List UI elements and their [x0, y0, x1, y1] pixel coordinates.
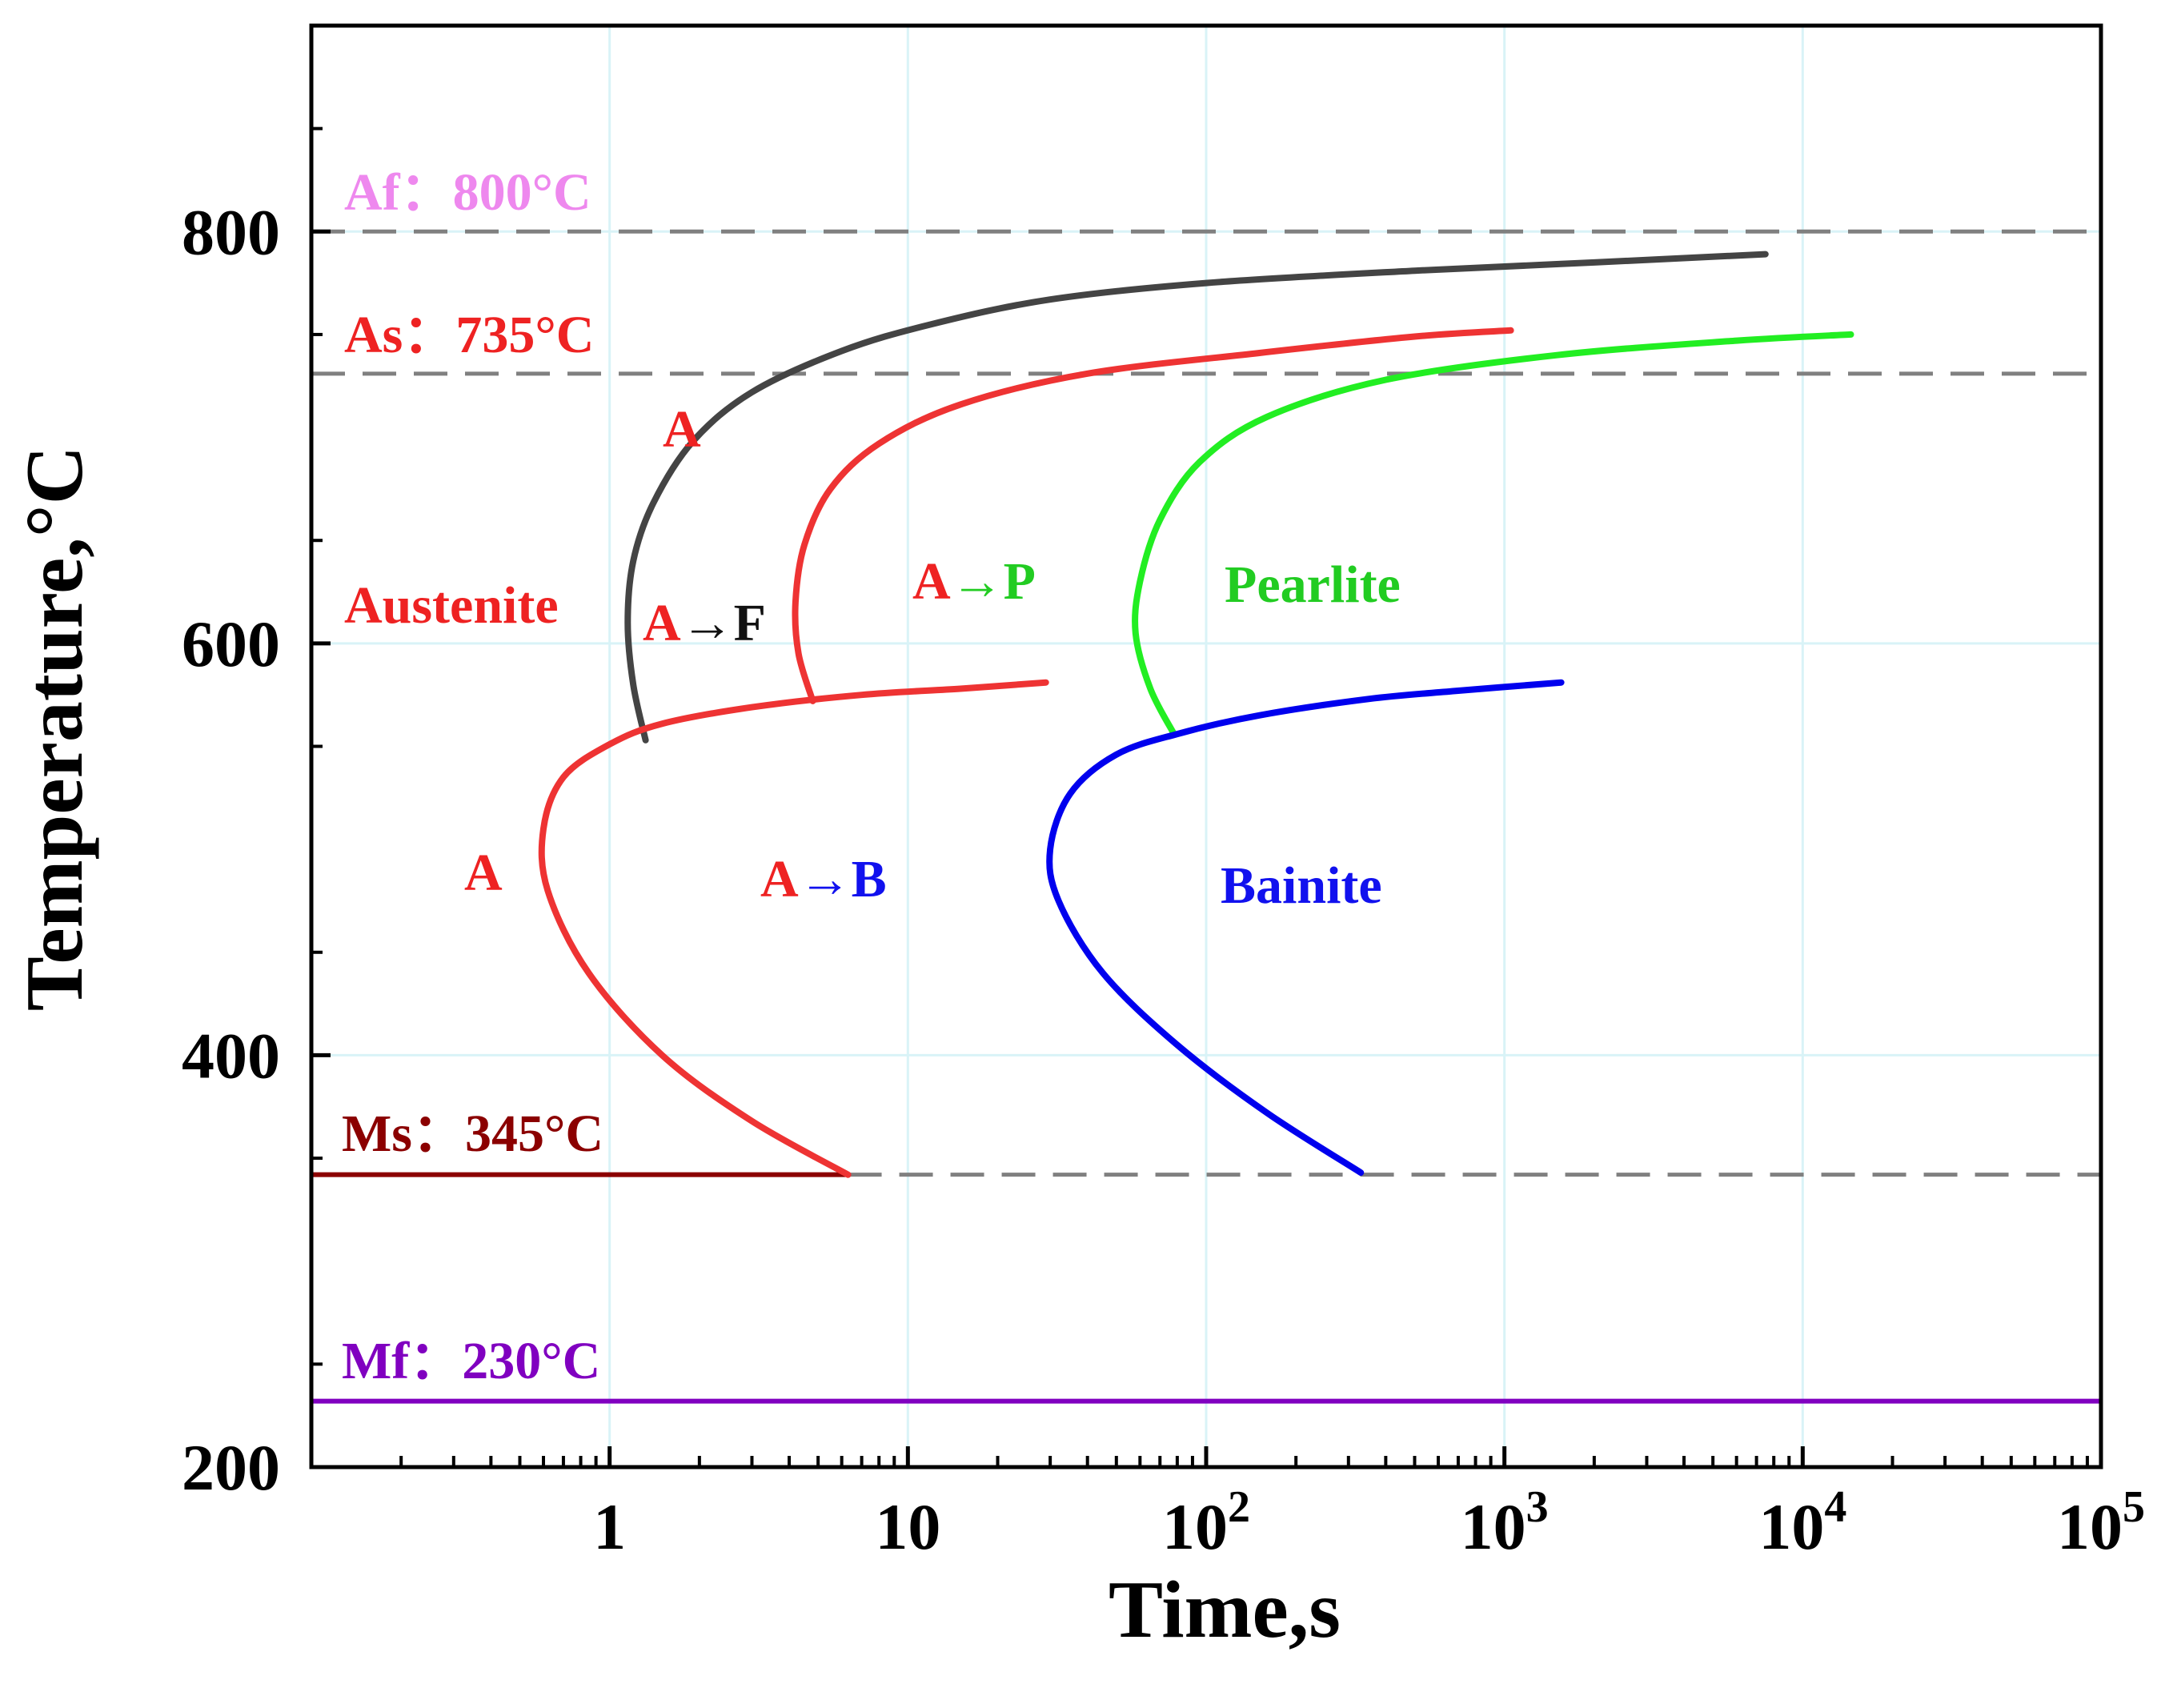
y-tick-label: 800: [182, 195, 280, 268]
x-axis-label: Time,s: [1109, 1565, 1341, 1655]
pearlite-start-curve: [792, 327, 1514, 704]
ms-label: Ms：345°C: [342, 1105, 603, 1163]
label-bainite: Bainite: [1221, 856, 1382, 915]
af-label: Af：800°C: [344, 163, 591, 222]
label-austenite: Austenite: [344, 576, 559, 635]
label-a-to-f: A→F: [643, 594, 766, 652]
y-tick-label: 600: [182, 607, 280, 680]
labels: Af：800°C As：735°C Ms：345°C Mf：230°C Time…: [10, 163, 1341, 1655]
label-a-to-p: A→P: [912, 552, 1036, 611]
reference-lines: [311, 229, 2101, 1404]
y-axis-label: Temperature,°C: [10, 446, 100, 1012]
region-labels: A Austenite A→F A→P Pearlite A A→B Bainite: [344, 400, 1401, 915]
bainite-start-curve: [538, 679, 1049, 1178]
y-tick-label: 200: [182, 1431, 280, 1504]
x-tick-label: 104: [1758, 1482, 1846, 1563]
ferrite-start-curve: [624, 251, 1769, 744]
x-tick-label: 1: [593, 1490, 626, 1563]
as-label: As：735°C: [344, 306, 594, 364]
axis-ticks: 200 400 600 800 1 10 102 103 104 105: [182, 126, 2145, 1563]
x-tick-label: 103: [1461, 1482, 1549, 1563]
mf-label: Mf：230°C: [342, 1332, 600, 1390]
label-a-to-b: A→B: [760, 850, 887, 908]
y-tick-label: 400: [182, 1019, 280, 1092]
label-a-upper: A: [663, 400, 701, 459]
pearlite-finish-curve: [1132, 331, 1854, 738]
label-pearlite: Pearlite: [1225, 555, 1401, 614]
x-tick-label: 10: [875, 1490, 940, 1563]
label-a-lower: A: [464, 844, 503, 902]
series-curves: [538, 251, 1854, 1178]
x-tick-label: 102: [1162, 1482, 1250, 1563]
x-tick-label: 105: [2057, 1482, 2145, 1563]
grid: [311, 26, 2101, 1467]
bainite-finish-curve: [1046, 679, 1565, 1177]
